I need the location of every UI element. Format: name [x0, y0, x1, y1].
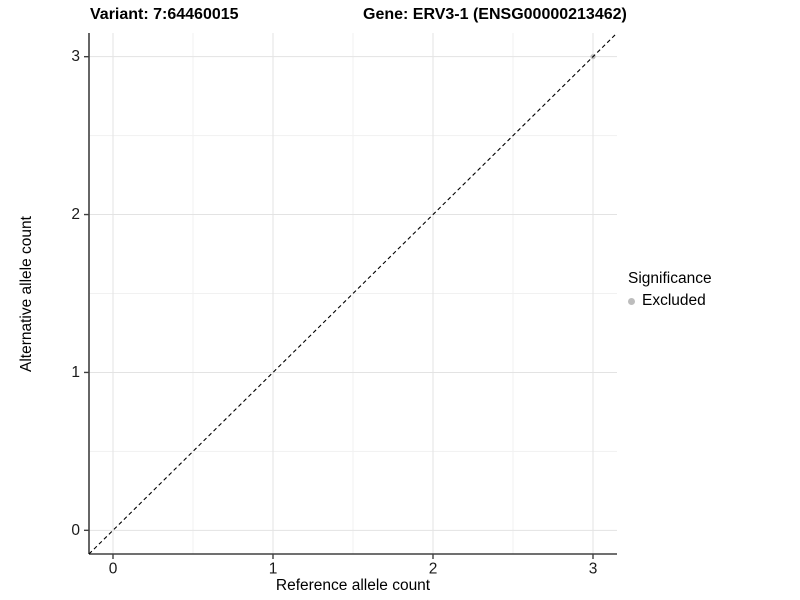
legend-point-icon: [628, 297, 635, 305]
legend-item-label: Excluded: [642, 292, 706, 309]
gene-title: Gene: ERV3-1 (ENSG00000213462): [363, 6, 627, 23]
y-tick-label: 2: [71, 206, 80, 223]
y-tick-label: 3: [71, 48, 80, 65]
x-tick-label: 1: [269, 560, 278, 577]
x-tick-label: 3: [589, 560, 598, 577]
x-tick-label: 0: [109, 560, 118, 577]
legend-item-excluded: Excluded: [628, 292, 712, 310]
legend-title: Significance: [628, 270, 712, 287]
identity-line: [88, 32, 618, 555]
variant-title: Variant: 7:64460015: [90, 6, 239, 23]
y-tick-label: 0: [71, 522, 80, 539]
y-tick-label: 1: [71, 364, 80, 381]
x-tick-label: 2: [429, 560, 438, 577]
legend: Significance Excluded: [628, 270, 712, 310]
y-axis-label: Alternative allele count: [18, 216, 35, 372]
x-axis-label: Reference allele count: [275, 577, 431, 594]
